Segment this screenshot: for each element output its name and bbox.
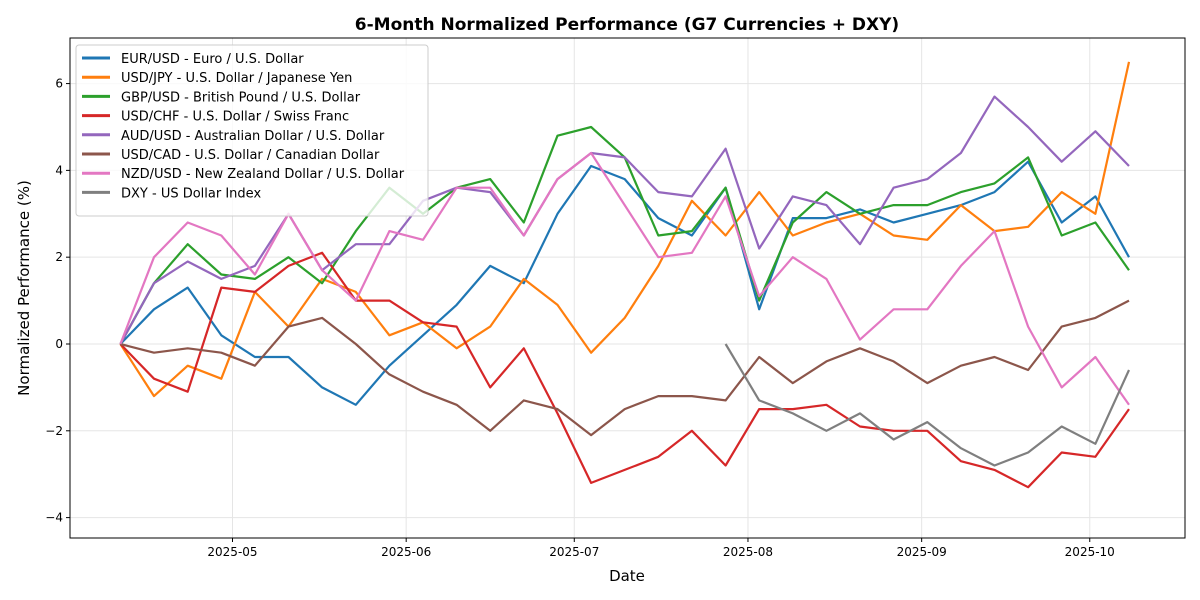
plot-frame	[69, 37, 1186, 539]
y-axis-ticks: −4 −2 0 2 4 6	[45, 77, 70, 525]
x-tick-label: 2025-07	[549, 545, 599, 559]
legend-entry: AUD/USD - Australian Dollar / U.S. Dolla…	[121, 129, 385, 144]
y-tick-label: 0	[55, 337, 63, 351]
chart-title: 6-Month Normalized Performance (G7 Curre…	[355, 15, 899, 35]
y-tick-label: −2	[45, 424, 63, 438]
x-axis-label: Date	[609, 567, 645, 585]
series-line-5	[120, 299, 1130, 437]
legend-entry: USD/CHF - U.S. Dollar / Swiss Franc	[121, 110, 349, 125]
y-tick-label: −4	[45, 511, 63, 525]
legend-entry: EUR/USD - Euro / U.S. Dollar	[121, 52, 304, 67]
legend-entry: DXY - US Dollar Index	[121, 186, 261, 201]
x-tick-label: 2025-10	[1065, 545, 1115, 559]
y-axis-label: Normalized Performance (%)	[15, 180, 33, 396]
series-line-3	[119, 251, 1130, 489]
legend-entry: USD/JPY - U.S. Dollar / Japanese Yen	[121, 71, 352, 86]
x-tick-label: 2025-08	[723, 545, 773, 559]
legend-box	[75, 44, 429, 217]
x-axis-ticks: 2025-05 2025-06 2025-07 2025-08 2025-09 2025-…	[207, 538, 1115, 559]
legend-entry: GBP/USD - British Pound / U.S. Dollar	[121, 90, 361, 105]
legend: EUR/USD - Euro / U.S. Dollar USD/JPY - U.…	[75, 44, 429, 217]
y-tick-label: 4	[55, 163, 63, 177]
series-line-7	[724, 343, 1131, 467]
x-tick-label: 2025-06	[381, 545, 431, 559]
y-tick-label: 2	[55, 250, 63, 264]
x-tick-label: 2025-05	[207, 545, 257, 559]
x-tick-label: 2025-09	[897, 545, 947, 559]
legend-entry: USD/CAD - U.S. Dollar / Canadian Dollar	[121, 148, 380, 163]
legend-entry: NZD/USD - New Zealand Dollar / U.S. Doll…	[121, 167, 405, 182]
y-tick-label: 6	[55, 77, 63, 91]
